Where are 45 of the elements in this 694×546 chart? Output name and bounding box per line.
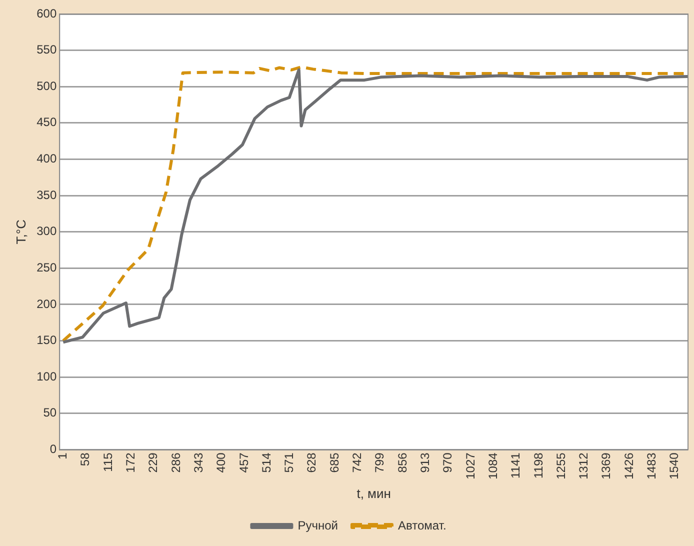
y-tick-label: 300 — [36, 224, 57, 238]
x-tick-label: 400 — [214, 452, 228, 473]
x-tick-label: 1255 — [554, 452, 568, 480]
x-tick-label: 1312 — [576, 452, 591, 480]
x-tick-label: 229 — [146, 452, 160, 473]
y-tick-label: 100 — [36, 369, 57, 384]
x-tick-label: 1141 — [508, 452, 523, 479]
x-tick-label: 1 — [56, 452, 70, 460]
x-tick-label: 1540 — [667, 452, 682, 480]
x-tick-label: 457 — [236, 452, 251, 473]
x-tick-label: 1198 — [531, 452, 546, 479]
y-tick-label: 150 — [36, 333, 57, 348]
x-tick-label: 742 — [350, 452, 364, 473]
x-tick-label: 1027 — [463, 452, 478, 480]
x-tick-label: 1084 — [486, 452, 500, 480]
x-tick-label: 913 — [418, 452, 432, 473]
y-tick-label: 0 — [50, 442, 57, 456]
y-tick-label: 200 — [36, 296, 57, 311]
x-axis-title: t, мин — [356, 486, 391, 501]
y-tick-label: 450 — [36, 115, 57, 130]
y-tick-label: 50 — [43, 406, 57, 420]
x-tick-label: 172 — [123, 452, 138, 473]
y-tick-label: 500 — [36, 78, 57, 93]
x-tick-label: 1426 — [622, 452, 636, 480]
x-tick-label: 115 — [100, 452, 115, 472]
y-tick-label: 550 — [36, 42, 57, 57]
y-tick-label: 600 — [36, 6, 57, 20]
x-tick-label: 856 — [395, 452, 410, 473]
y-tick-label: 250 — [36, 260, 57, 274]
x-tick-label: 1369 — [599, 452, 614, 480]
x-tick-label: 799 — [372, 452, 387, 473]
x-tick-label: 343 — [191, 452, 206, 473]
legend-label: Ручной — [298, 518, 338, 532]
x-tick-label: 685 — [327, 452, 342, 473]
y-tick-label: 400 — [36, 152, 57, 166]
x-tick-label: 58 — [78, 452, 92, 466]
legend-label: Автомат. — [398, 518, 446, 532]
x-tick-label: 514 — [259, 452, 274, 473]
x-tick-label: 286 — [168, 452, 183, 473]
x-tick-label: 970 — [440, 452, 455, 473]
x-tick-label: 571 — [282, 452, 296, 473]
x-tick-label: 1483 — [644, 452, 659, 480]
y-tick-label: 350 — [36, 188, 57, 202]
y-axis-title: T,°C — [13, 220, 28, 244]
x-tick-label: 628 — [304, 452, 319, 473]
